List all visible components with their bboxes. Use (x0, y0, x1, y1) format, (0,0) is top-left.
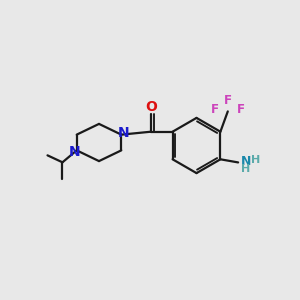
Text: O: O (145, 100, 157, 114)
Text: N: N (241, 155, 251, 168)
Text: H: H (241, 164, 250, 174)
Text: F: F (224, 94, 232, 106)
Text: N: N (68, 145, 80, 159)
Text: N: N (118, 126, 130, 140)
Text: F: F (236, 103, 244, 116)
Text: H: H (251, 155, 260, 165)
Text: F: F (211, 103, 219, 116)
